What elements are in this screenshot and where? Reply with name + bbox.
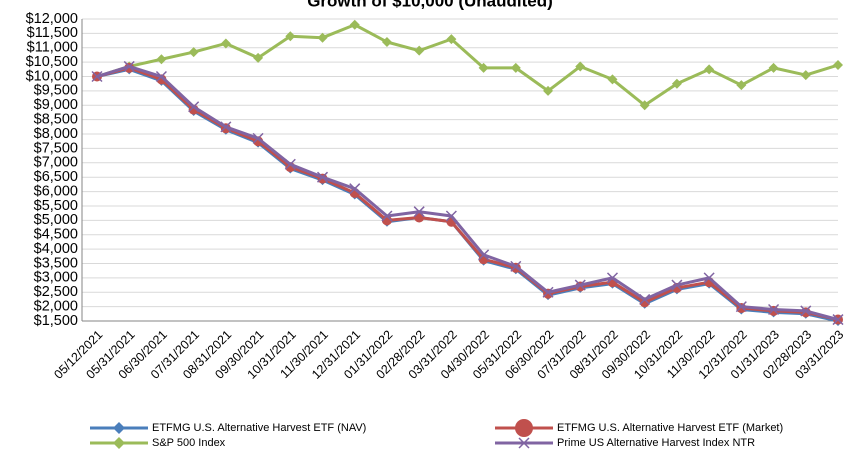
data-marker [285, 31, 296, 42]
y-tick-label: $3,000 [34, 270, 78, 286]
legend-item: ETFMG U.S. Alternative Harvest ETF (Mark… [495, 419, 783, 437]
data-marker [703, 272, 715, 284]
y-tick-label: $10,500 [26, 54, 78, 70]
legend-marker [113, 437, 125, 449]
data-marker [188, 101, 200, 113]
data-marker [800, 70, 811, 81]
legend-item: S&P 500 Index [90, 437, 226, 449]
y-tick-label: $11,000 [27, 40, 78, 56]
data-marker [446, 34, 457, 45]
legend-label: ETFMG U.S. Alternative Harvest ETF (Mark… [557, 422, 783, 434]
legend-label: ETFMG U.S. Alternative Harvest ETF (NAV) [152, 422, 366, 434]
y-tick-label: $5,000 [34, 212, 78, 228]
data-marker [414, 212, 425, 223]
data-marker [736, 80, 747, 91]
data-marker [381, 37, 392, 48]
y-tick-label: $2,000 [34, 298, 78, 314]
data-marker [349, 19, 360, 30]
data-marker [575, 61, 586, 72]
data-marker [284, 158, 296, 170]
data-marker [510, 62, 521, 73]
data-marker [253, 52, 264, 63]
legend-item: ETFMG U.S. Alternative Harvest ETF (NAV) [90, 422, 366, 434]
data-marker [606, 272, 619, 284]
series-line [96, 64, 839, 322]
data-marker [542, 286, 554, 298]
data-marker [671, 279, 683, 291]
data-marker [220, 38, 231, 49]
legend-label: S&P 500 Index [152, 437, 226, 449]
data-marker [414, 45, 425, 56]
data-marker [478, 249, 490, 261]
data-marker [381, 210, 393, 222]
data-marker [735, 301, 747, 313]
y-tick-label: $11,500 [27, 25, 78, 41]
y-tick-label: $7,500 [34, 140, 78, 156]
data-marker [704, 64, 715, 75]
data-marker [317, 32, 328, 43]
legend-item: Prime US Alternative Harvest Index NTR [495, 437, 755, 449]
data-marker [833, 60, 843, 71]
legend-marker [518, 437, 530, 449]
data-marker [768, 62, 779, 73]
y-tick-label: $2,500 [34, 284, 78, 300]
legend-marker [515, 419, 533, 437]
data-marker [543, 85, 554, 96]
y-tick-label: $3,500 [34, 255, 78, 271]
y-tick-label: $12,000 [26, 11, 78, 27]
data-marker [639, 293, 651, 305]
data-marker [349, 183, 361, 195]
data-marker [574, 279, 586, 291]
data-marker [445, 210, 457, 222]
data-marker [220, 121, 232, 133]
data-marker [188, 47, 199, 58]
y-tick-label: $8,500 [34, 111, 78, 127]
data-marker [671, 78, 682, 89]
chart-title: Growth of $10,000 (Unaudited) [307, 0, 553, 10]
y-tick-label: $10,000 [26, 68, 78, 84]
data-marker [155, 70, 167, 83]
legend-marker [113, 422, 125, 434]
series-line [96, 23, 839, 107]
y-tick-label: $9,000 [34, 97, 78, 113]
y-tick-label: $6,500 [34, 169, 78, 185]
series-line [96, 67, 839, 323]
y-tick-label: $7,000 [34, 155, 78, 171]
data-marker [832, 314, 844, 326]
data-marker [156, 54, 167, 65]
y-tick-label: $4,500 [34, 227, 78, 243]
y-tick-label: $5,500 [34, 198, 78, 214]
y-tick-label: $6,000 [34, 183, 78, 199]
y-tick-label: $4,000 [34, 241, 78, 257]
data-marker [252, 132, 264, 144]
data-marker [316, 171, 329, 183]
data-marker [413, 206, 425, 218]
data-marker [123, 60, 135, 72]
data-marker [91, 70, 103, 83]
y-tick-label: $8,000 [34, 126, 78, 142]
data-marker [800, 305, 812, 317]
data-marker [510, 260, 522, 272]
legend-label: Prime US Alternative Harvest Index NTR [557, 437, 755, 449]
y-tick-label: $1,500 [34, 313, 78, 329]
data-marker [478, 62, 489, 73]
y-tick-label: $9,500 [34, 83, 78, 99]
data-marker [768, 303, 780, 316]
data-marker [607, 74, 618, 85]
data-marker [639, 100, 650, 111]
